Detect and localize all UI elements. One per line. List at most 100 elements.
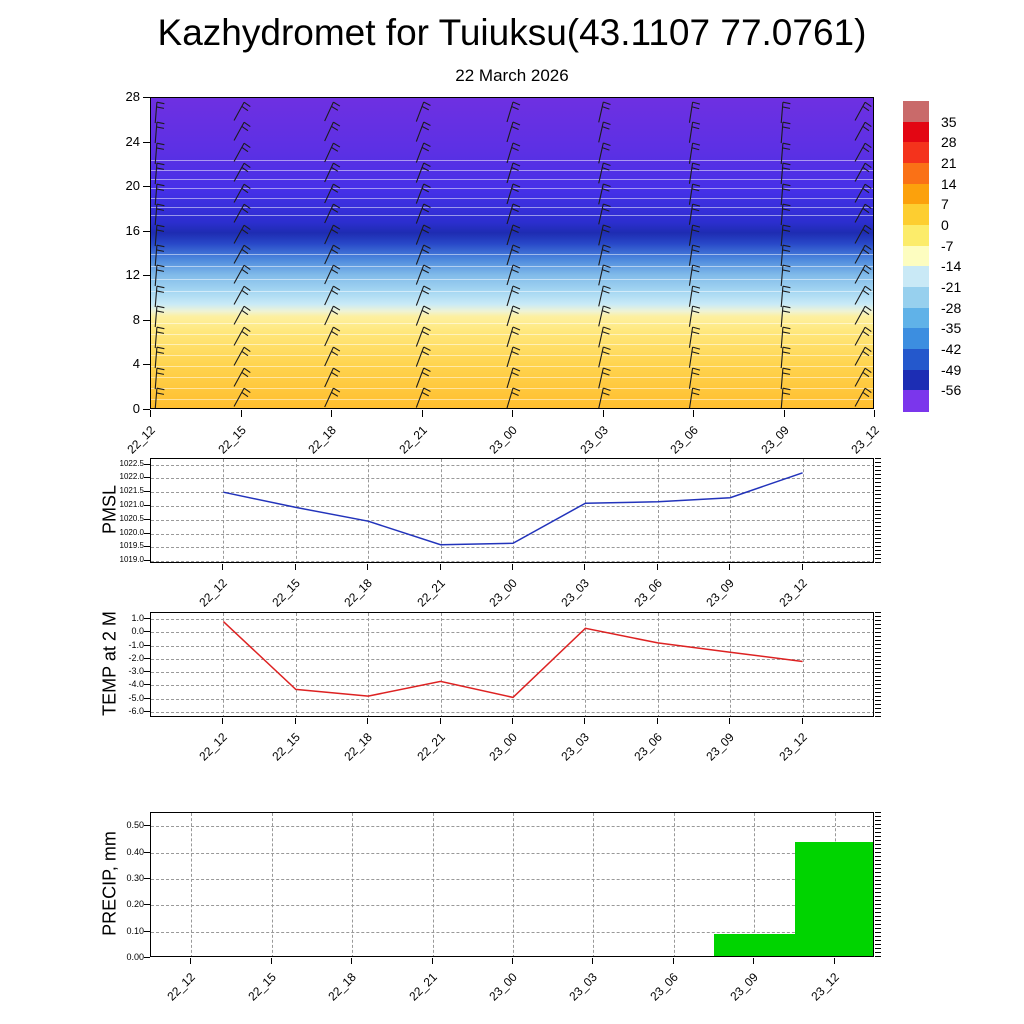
h-gridline	[151, 931, 873, 933]
colorbar-tick-label: -42	[941, 341, 962, 357]
v-gridline	[440, 613, 442, 716]
wind-barb-icon	[594, 366, 614, 390]
wind-barb-icon	[775, 141, 795, 165]
colorbar-tick-label: -56	[941, 382, 962, 399]
wind-barb-icon	[684, 284, 704, 308]
wind-barb-icon	[413, 263, 433, 287]
wind-barb-icon	[151, 325, 169, 349]
wind-barb-icon	[232, 304, 252, 328]
wind-barb-icon	[322, 120, 342, 144]
y-tick-mark	[144, 930, 150, 932]
x-tick-mark	[294, 718, 296, 724]
wind-barb-icon	[684, 100, 704, 124]
wind-barb-icon	[853, 325, 873, 349]
pmsl-plot	[150, 458, 874, 563]
y-tick-mark	[143, 275, 150, 277]
wind-barb-icon	[684, 325, 704, 349]
wind-barb-icon	[594, 100, 614, 124]
y-tick-label: 0.30	[126, 872, 144, 883]
colorbar-tick-label: -28	[941, 299, 962, 316]
v-gridline	[802, 613, 804, 716]
wind-barb-icon	[594, 182, 614, 206]
wind-barb-icon	[684, 263, 704, 287]
h-gridline	[151, 519, 873, 521]
colorbar-segment	[903, 369, 929, 391]
colorbar-segment	[903, 266, 929, 288]
temp-2m-plot	[150, 612, 874, 717]
y-tick-mark	[144, 546, 150, 548]
wind-barb-icon	[853, 161, 873, 185]
wind-barb-icon	[322, 182, 342, 206]
wind-barb-icon	[413, 284, 433, 308]
wind-barb-icon	[503, 223, 523, 247]
wind-barb-icon	[775, 325, 795, 349]
wind-barb-icon	[232, 182, 252, 206]
wind-barb-icon	[853, 284, 873, 308]
x-tick-mark	[729, 564, 731, 570]
colorbar-tick-label: 14	[941, 175, 957, 192]
precip-bar	[794, 842, 873, 956]
h-gridline	[151, 492, 873, 494]
wind-barb-icon	[684, 243, 704, 267]
x-tick-mark	[753, 958, 755, 964]
wind-barb-icon	[322, 202, 342, 226]
y-tick-label: 1021.0	[119, 499, 144, 509]
x-tick-mark	[331, 410, 332, 417]
wind-barb-icon	[322, 223, 342, 247]
v-gridline	[295, 459, 297, 562]
x-tick-mark	[693, 410, 694, 417]
x-tick-label: 22_21	[405, 970, 440, 1004]
wind-barb-icon	[322, 386, 342, 408]
contour-line	[151, 170, 873, 171]
y-tick-mark	[143, 230, 150, 232]
wind-barb-icon	[775, 182, 795, 206]
y-tick-label: 28	[125, 89, 140, 104]
y-tick-label: 16	[125, 222, 140, 238]
y-tick-label: 1019.0	[119, 555, 144, 565]
h-gridline	[151, 852, 873, 854]
h-gridline	[151, 478, 873, 480]
contour-line	[151, 355, 873, 356]
y-tick-mark	[144, 711, 150, 713]
h-gridline	[151, 464, 873, 466]
wind-barb-icon	[775, 366, 795, 390]
x-tick-mark	[431, 958, 433, 964]
x-tick-label: 22_12	[164, 970, 199, 1004]
x-tick-mark	[801, 564, 803, 570]
y-tick-label: 1021.5	[119, 486, 144, 496]
v-gridline	[673, 813, 675, 956]
wind-barb-icon	[413, 141, 433, 165]
y-tick-label: 1.0	[131, 612, 144, 623]
wind-barb-icon	[684, 202, 704, 226]
wind-barb-icon	[503, 120, 523, 144]
y-tick-mark	[144, 851, 150, 853]
h-gridline	[151, 561, 873, 562]
colorbar-segment	[903, 349, 929, 371]
wind-barb-icon	[322, 304, 342, 328]
wind-barb-icon	[151, 304, 169, 328]
x-tick-label: 23_12	[808, 970, 842, 1004]
contour-line	[151, 160, 873, 161]
right-minor-ticks	[875, 812, 881, 957]
colorbar-segment	[903, 121, 929, 143]
wind-barb-icon	[775, 345, 795, 369]
x-tick-label: 23_09	[727, 970, 762, 1004]
wind-barb-icon	[322, 284, 342, 308]
y-tick-label: 4	[132, 356, 140, 372]
v-gridline	[223, 613, 225, 716]
wind-barb-icon	[151, 223, 169, 247]
wind-barb-icon	[594, 120, 614, 144]
temp-2m-line	[222, 621, 803, 699]
colorbar-segment	[903, 183, 929, 205]
y-tick-label: -1.0	[128, 639, 144, 650]
y-tick-label: 0.0	[131, 626, 144, 637]
precip-plot	[150, 812, 874, 957]
temp-2m-polyline	[222, 621, 803, 699]
h-gridline	[151, 698, 873, 700]
v-gridline	[585, 613, 587, 716]
